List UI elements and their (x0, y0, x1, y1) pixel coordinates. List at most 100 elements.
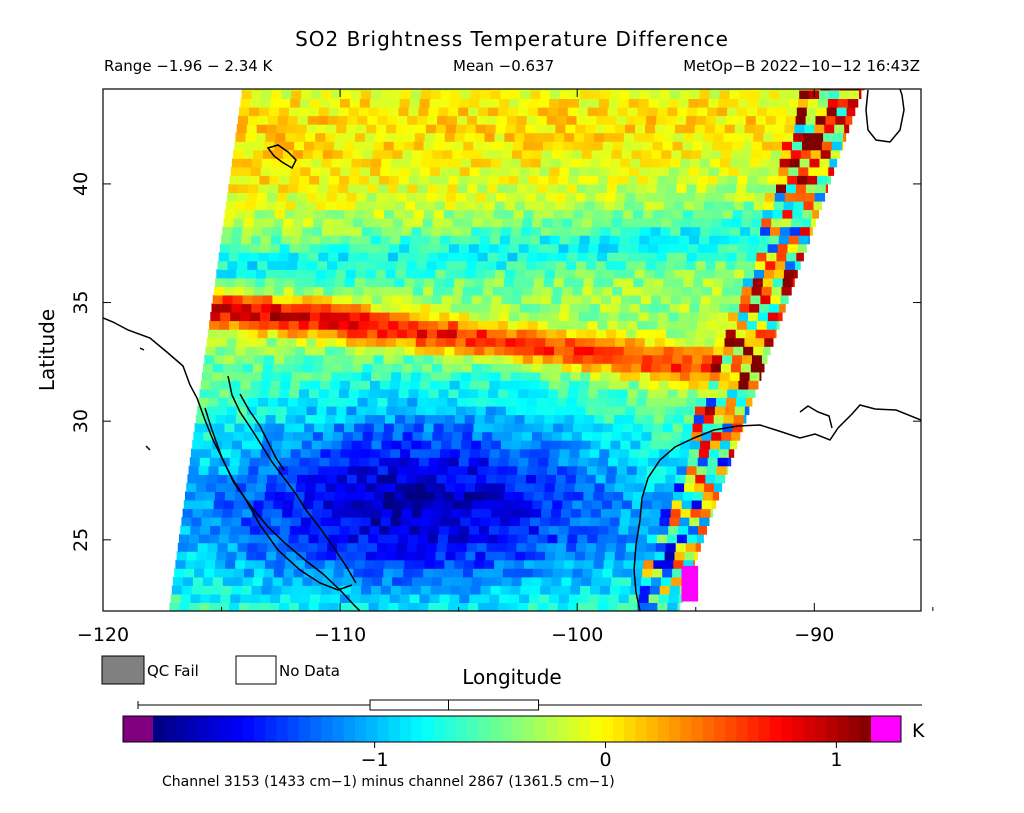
heatmap-cell (392, 363, 403, 373)
heatmap-cell (582, 141, 594, 151)
heatmap-cell (224, 209, 236, 219)
heatmap-cell (669, 585, 681, 595)
heatmap-cell (438, 320, 449, 330)
heatmap-cell (370, 380, 381, 390)
heatmap-cell (265, 559, 276, 569)
heatmap-cell (277, 260, 288, 270)
heatmap-cell (540, 158, 552, 168)
heatmap-cell (382, 576, 393, 586)
heatmap-cell (211, 448, 222, 458)
heatmap-cell (550, 303, 561, 313)
heatmap-cell (351, 226, 363, 236)
heatmap-cell (420, 585, 432, 595)
heatmap-cell (497, 397, 508, 407)
source-text: MetOp−B 2022−10−12 16:43Z (683, 57, 920, 75)
heatmap-cell (668, 98, 680, 108)
heatmap-cell (706, 397, 717, 407)
heatmap-cell (778, 98, 789, 108)
heatmap-cell (430, 585, 442, 595)
heatmap-cell (567, 534, 578, 544)
heatmap-cell (760, 363, 765, 373)
heatmap-cell (237, 192, 248, 202)
heatmap-cell (611, 149, 623, 159)
heatmap-cell (268, 320, 280, 330)
heatmap-cell (671, 500, 683, 510)
heatmap-cell (578, 525, 590, 535)
heatmap-cell (681, 431, 692, 441)
heatmap-cell (549, 448, 561, 458)
heatmap-cell (567, 388, 579, 398)
heatmap-cell (471, 89, 483, 91)
heatmap-cell (217, 542, 229, 552)
heatmap-cell (816, 107, 828, 117)
heatmap-cell (525, 192, 537, 202)
heatmap-cell (210, 312, 221, 322)
heatmap-cell (549, 98, 560, 108)
heatmap-cell (626, 183, 638, 193)
heatmap-cell (347, 183, 359, 193)
heatmap-cell (617, 534, 628, 544)
heatmap-cell (714, 482, 723, 492)
heatmap-cell (610, 89, 621, 99)
heatmap-cell (667, 175, 679, 185)
heatmap-cell (413, 423, 425, 433)
heatmap-cell (559, 166, 570, 176)
heatmap-cell (662, 568, 673, 578)
heatmap-cell (557, 534, 568, 544)
heatmap-cell (554, 414, 565, 424)
heatmap-cell (404, 559, 415, 569)
heatmap-cell (423, 423, 435, 433)
heatmap-cell (315, 201, 327, 211)
heatmap-cell (382, 363, 393, 373)
heatmap-cell (369, 525, 380, 535)
heatmap-cell (197, 474, 208, 484)
heatmap-cell (698, 448, 710, 458)
heatmap-cell (224, 423, 236, 433)
heatmap-cell (558, 388, 569, 398)
heatmap-cell (563, 491, 574, 501)
heatmap-cell (452, 149, 463, 159)
heatmap-cell (248, 183, 259, 193)
heatmap-cell (610, 440, 622, 450)
heatmap-cell (281, 371, 293, 381)
heatmap-cell (563, 141, 574, 151)
heatmap-cell (413, 286, 424, 296)
heatmap-cell (494, 201, 506, 211)
heatmap-cell (357, 115, 368, 125)
heatmap-cell (434, 277, 445, 287)
heatmap-cell (579, 448, 590, 458)
heatmap-cell (556, 183, 568, 193)
heatmap-cell (240, 312, 251, 322)
heatmap-cell (508, 175, 519, 185)
heatmap-cell (523, 491, 535, 501)
heatmap-cell (292, 295, 303, 305)
heatmap-cell (481, 295, 493, 305)
heatmap-cell (581, 363, 593, 373)
heatmap-cell (615, 260, 627, 270)
heatmap-cell (518, 107, 529, 117)
heatmap-cell (360, 517, 372, 527)
heatmap-cell (437, 534, 449, 544)
heatmap-cell (731, 218, 742, 228)
heatmap-cell (513, 423, 524, 433)
heatmap-cell (276, 406, 288, 416)
heatmap-cell (595, 124, 606, 134)
heatmap-cell (565, 406, 577, 416)
heatmap-cell (594, 482, 606, 492)
heatmap-cell (321, 585, 332, 595)
heatmap-cell (528, 243, 540, 253)
heatmap-cell (420, 448, 431, 458)
heatmap-cell (541, 226, 552, 236)
heatmap-cell (446, 406, 457, 416)
heatmap-cell (213, 500, 225, 510)
heatmap-cell (774, 269, 785, 279)
heatmap-cell (507, 465, 518, 475)
heatmap-cell (616, 183, 628, 193)
heatmap-cell (567, 602, 579, 611)
heatmap-cell (553, 423, 564, 433)
heatmap-cell (660, 158, 671, 168)
heatmap-cell (679, 303, 691, 313)
heatmap-cell (507, 183, 518, 193)
heatmap-cell (365, 201, 376, 211)
heatmap-cell (253, 286, 265, 296)
